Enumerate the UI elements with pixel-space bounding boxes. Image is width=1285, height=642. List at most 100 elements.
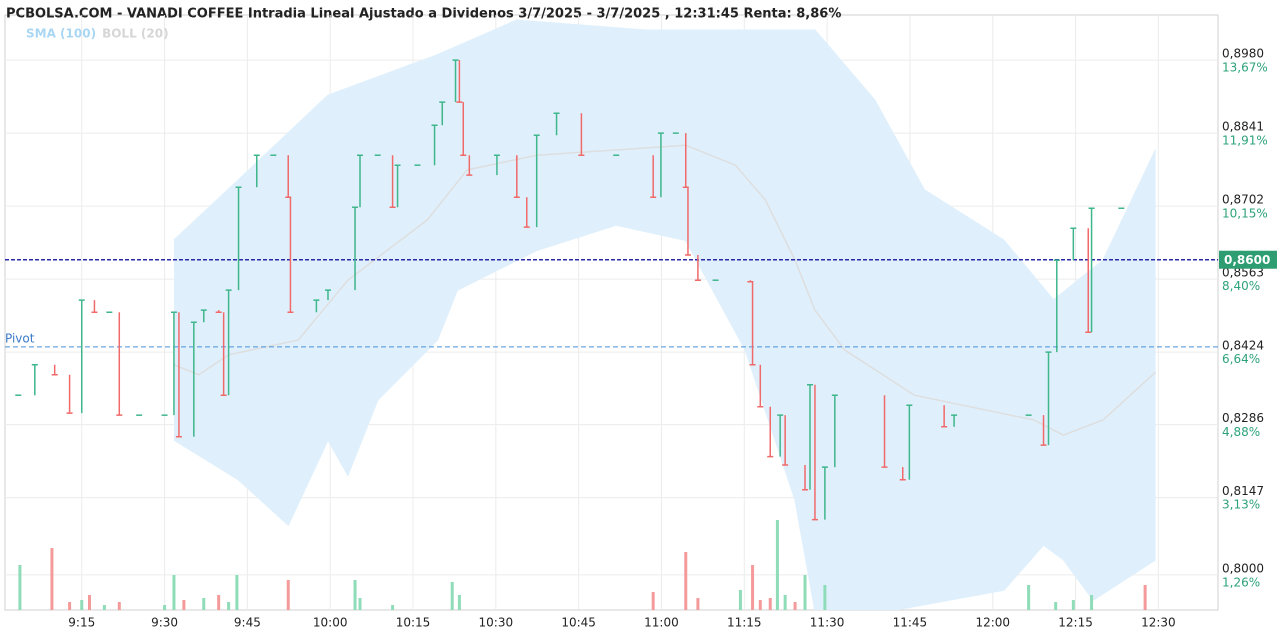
price-step: [694, 254, 701, 281]
legend-entry: SMA (100): [26, 27, 96, 41]
volume-bar: [1054, 602, 1058, 610]
price-step: [881, 395, 888, 468]
price-step: [31, 364, 38, 396]
y2-tick-label: 13,67%: [1222, 61, 1268, 75]
price-step: [493, 154, 500, 176]
volume-bar: [793, 602, 797, 610]
volume-bar: [102, 605, 106, 610]
volume-bar: [758, 600, 762, 610]
price-step: [899, 467, 906, 481]
y2-tick-label: 4,88%: [1222, 425, 1260, 439]
price-step: [394, 164, 401, 208]
pivot-label: Pivot: [5, 331, 35, 345]
volume-bar: [353, 580, 357, 610]
y-tick-label: 0,8841: [1222, 120, 1264, 134]
price-step: [650, 155, 657, 198]
price-step: [941, 405, 948, 428]
volume-bar: [768, 598, 772, 610]
price-step: [439, 101, 446, 126]
volume-bar: [50, 548, 54, 610]
price-step: [357, 154, 364, 208]
price-step: [831, 394, 838, 468]
volume-bar: [80, 600, 84, 610]
volume-bar: [18, 565, 22, 610]
y2-tick-label: 8,40%: [1222, 279, 1260, 293]
volume-bar: [803, 575, 807, 610]
price-step: [287, 197, 294, 313]
price-step: [523, 197, 530, 228]
x-tick-label: 10:15: [396, 616, 431, 630]
boll-upper: [173, 19, 1157, 302]
price-step: [767, 406, 774, 458]
price-step: [1053, 259, 1060, 353]
volume-bar: [783, 595, 787, 610]
x-tick-label: 11:00: [644, 616, 679, 630]
boll-fill: [173, 20, 1156, 610]
y-tick-label: 0,8702: [1222, 193, 1264, 207]
volume-bar: [1071, 600, 1075, 610]
volume-bar: [1027, 585, 1031, 610]
price-step: [802, 465, 809, 491]
x-tick-label: 10:45: [561, 616, 596, 630]
price-step: [190, 321, 197, 437]
price-step: [389, 155, 396, 208]
volume-bar: [751, 565, 755, 610]
volume-bar: [391, 605, 395, 610]
price-step: [352, 206, 359, 291]
volume-bar: [696, 598, 700, 610]
price-step: [200, 309, 207, 323]
y2-tick-label: 1,26%: [1222, 575, 1260, 589]
price-step: [78, 299, 85, 414]
price-step: [578, 113, 585, 156]
price-step: [253, 154, 260, 188]
price-step: [313, 299, 320, 313]
volume-bar: [684, 552, 688, 610]
x-tick-label: 12:00: [975, 616, 1010, 630]
volume-bar: [358, 598, 362, 610]
price-step: [51, 364, 58, 376]
volume-bar: [457, 595, 461, 610]
price-step: [777, 414, 784, 457]
x-tick-label: 11:15: [727, 616, 762, 630]
volume-bar: [172, 575, 176, 610]
y2-tick-label: 3,13%: [1222, 498, 1260, 512]
volume-bar: [651, 592, 655, 610]
boll-lower: [173, 224, 1157, 610]
volume-bar: [68, 602, 72, 610]
y-tick-label: 0,8000: [1222, 561, 1264, 575]
volume-bar: [235, 575, 239, 610]
price-step: [1045, 351, 1052, 446]
volume-bar: [217, 595, 221, 610]
y2-tick-label: 6,64%: [1222, 352, 1260, 366]
price-step: [91, 300, 98, 313]
x-tick-label: 9:15: [68, 616, 95, 630]
price-step: [513, 155, 520, 198]
last-price-label: 0,8600: [1224, 253, 1270, 267]
price-step: [553, 112, 560, 136]
y2-tick-label: 11,91%: [1222, 134, 1268, 148]
price-step: [324, 289, 331, 301]
price-step: [951, 414, 958, 427]
volume-bar: [286, 580, 290, 610]
y-tick-label: 0,8424: [1222, 339, 1264, 353]
price-step: [456, 60, 463, 103]
volume-bar: [182, 600, 186, 610]
x-tick-label: 9:30: [151, 616, 178, 630]
legend-entry: BOLL (20): [102, 27, 169, 41]
x-tick-label: 10:30: [479, 616, 514, 630]
price-step: [1070, 227, 1077, 261]
volume-bar: [163, 605, 167, 610]
price-step: [452, 59, 459, 103]
chart-title: PCBOLSA.COM - VANADI COFFEE Intradia Lin…: [6, 7, 841, 22]
price-step: [225, 289, 232, 396]
volume-bar: [87, 595, 91, 610]
price-step: [466, 155, 473, 176]
volume-bar: [1143, 585, 1147, 610]
price-step: [460, 102, 467, 156]
price-step: [1085, 228, 1092, 333]
last-price-box: [1219, 250, 1277, 269]
price-step: [533, 134, 540, 228]
volume-bar: [1090, 595, 1094, 610]
price-step: [684, 187, 691, 256]
